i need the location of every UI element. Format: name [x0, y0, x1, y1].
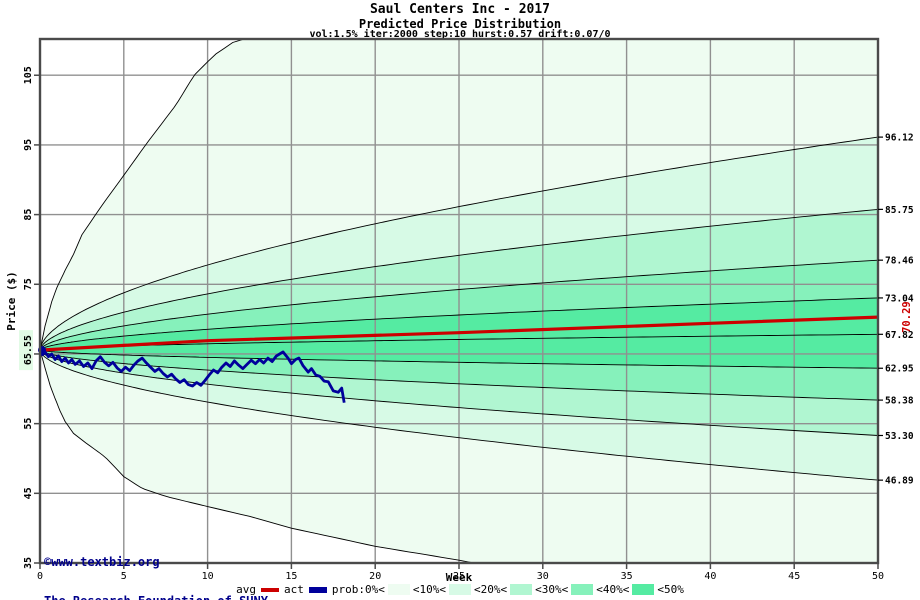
legend-label-30: <30%< [535, 583, 569, 596]
watermark: ©www.textbiz.org The Research Foundation… [44, 530, 268, 600]
svg-text:65.55: 65.55 [23, 335, 34, 365]
legend-act-label: act [284, 583, 304, 596]
watermark-org: The Research Foundation of SUNY [44, 595, 268, 600]
band-endpoint-label: 46.89 [885, 476, 914, 487]
y-axis-tick-label: 75 [23, 278, 34, 290]
avg-price-line [40, 315, 878, 352]
chart-title: Saul Centers Inc - 2017 [369, 2, 550, 17]
x-axis-tick-label: 30 [537, 571, 549, 582]
legend-label-10: <10%< [412, 583, 446, 596]
y-axis-title: Price ($) [5, 271, 18, 331]
watermark-url: ©www.textbiz.org [44, 555, 160, 569]
band-endpoint-label: 85.75 [885, 205, 914, 216]
band-endpoint-label: 58.38 [885, 396, 914, 407]
legend-label-50: <50% [657, 583, 684, 596]
legend-swatch-10 [387, 584, 410, 595]
y-axis: 35 45 55 75 85 95 105 65.55 Price ($) [5, 66, 40, 569]
avg-end-label: 70.29 [901, 301, 913, 333]
chart-subtitle: Predicted Price Distribution [358, 17, 562, 31]
legend-label-20: <20%< [473, 583, 508, 596]
band-endpoint-label: 53.30 [885, 431, 914, 442]
boundary-curves [40, 39, 878, 563]
y-axis-tick-label: 105 [23, 66, 34, 84]
band-endpoint-label: 96.12 [885, 133, 914, 144]
x-axis-tick-label: 40 [704, 571, 716, 582]
legend-swatch-30 [510, 584, 533, 595]
legend-label-40: <40%< [596, 583, 630, 596]
y-axis-tick-label: 35 [23, 557, 34, 569]
legend-act-line-swatch [308, 586, 327, 593]
legend-swatch-50 [632, 584, 655, 595]
x-axis-title: Week [446, 571, 473, 584]
y-axis-tick-label: 95 [23, 139, 34, 151]
band-endpoint-label: 73.04 [885, 293, 914, 304]
band-endpoint-label: 62.95 [885, 364, 914, 375]
x-axis-tick-label: 5 [121, 571, 127, 582]
band-endpoint-label: 67.82 [885, 330, 914, 341]
right-axis-labels: 96.12 85.75 78.46 73.04 67.82 62.95 58.38 53.30… [878, 133, 914, 487]
y-axis-tick-label: 45 [23, 487, 34, 499]
y-axis-tick-label: 85 [23, 209, 34, 221]
x-axis-tick-label: 10 [202, 571, 214, 582]
legend-avg-label: avg [236, 583, 256, 596]
actual-price-line [40, 349, 346, 403]
legend-prob-label: prob:0%< [331, 583, 385, 596]
simulation-parameters: vol:1.5% iter:2000 step:10 hurst:0.57 dr… [309, 29, 611, 40]
svg-text:70.29: 70.29 [901, 301, 913, 333]
legend-swatch-40 [571, 584, 594, 595]
x-axis-tick-label: 45 [788, 571, 800, 582]
x-axis-tick-label: 0 [37, 571, 43, 582]
start-price-label: 65.55 [19, 330, 34, 371]
x-axis-tick-label: 15 [285, 571, 297, 582]
legend-swatch-20 [448, 584, 471, 595]
band-endpoint-label: 78.46 [885, 256, 914, 267]
y-axis-tick-label: 55 [23, 418, 34, 430]
x-axis: 0 5 10 15 20 25 30 35 40 45 50 Week [37, 563, 884, 584]
x-axis-tick-label: 20 [369, 571, 381, 582]
legend-avg-line-swatch [261, 587, 279, 592]
x-axis-tick-label: 50 [872, 571, 884, 582]
x-axis-tick-label: 35 [621, 571, 633, 582]
chart-legend: avg act prob:0%< <10%< <20%< <30%< <40%<… [0, 583, 920, 596]
x-axis-tick-label: 25 [453, 571, 465, 582]
